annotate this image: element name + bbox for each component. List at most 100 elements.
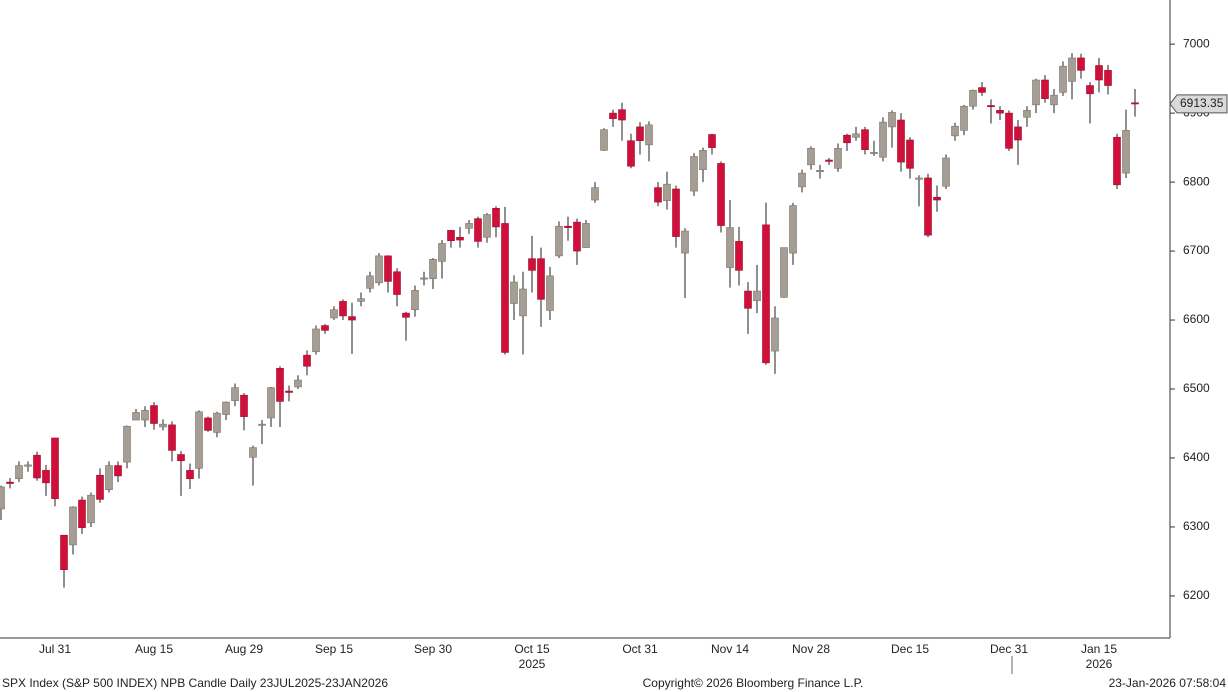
candle-body [591, 187, 599, 201]
candle-body [114, 465, 122, 477]
candle-body [672, 188, 680, 237]
y-tick-label: 6800 [1183, 174, 1210, 188]
candle-body [1077, 57, 1085, 71]
candle-body [1068, 57, 1076, 82]
candle-body [618, 109, 626, 121]
x-tick-label: Aug 15 [135, 642, 173, 656]
y-tick-label: 6200 [1183, 588, 1210, 602]
candle-body [519, 288, 527, 317]
candle-body [267, 387, 275, 419]
candle-body [942, 157, 950, 187]
candle-body [960, 105, 968, 131]
candle-body [1086, 85, 1094, 95]
candle-body [123, 425, 131, 463]
candle-body [213, 412, 221, 433]
candle-body [546, 275, 554, 311]
candle-body [951, 125, 959, 137]
x-tick-label: Oct 15 [514, 642, 550, 656]
candle-body [447, 230, 455, 242]
candle-body [537, 258, 545, 300]
candle-body [321, 325, 329, 331]
footer-left: SPX Index (S&P 500 INDEX) NPB Candle Dai… [2, 676, 388, 690]
candle-body [357, 298, 365, 302]
candle-body [330, 309, 338, 319]
candle-body [276, 368, 284, 402]
candle-body [555, 225, 563, 257]
candle-body [456, 236, 464, 241]
x-year-label: 2025 [519, 657, 546, 671]
candle-body [204, 417, 212, 431]
y-tick-label: 6300 [1183, 519, 1210, 533]
candle-body [0, 486, 5, 510]
candle-body [393, 271, 401, 295]
x-year-label: 2026 [1086, 657, 1113, 671]
candle-body [402, 312, 410, 318]
candle-body [816, 170, 824, 173]
candle-body [834, 147, 842, 169]
candle-body [654, 187, 662, 203]
candle-body [744, 290, 752, 309]
candle-body [717, 163, 725, 226]
y-tick-label: 6700 [1183, 243, 1210, 257]
candle-body [825, 159, 833, 162]
x-tick-label: Sep 30 [414, 642, 452, 656]
candle-body [303, 354, 311, 367]
candle-body [609, 112, 617, 119]
candle-body [231, 387, 239, 402]
candle-body [501, 223, 509, 353]
candle-body [510, 281, 518, 304]
candle-body [879, 121, 887, 158]
candle-body [798, 172, 806, 188]
candle-body [1005, 112, 1013, 149]
candle-body [141, 410, 149, 421]
candle-body [195, 411, 203, 469]
footer-center: Copyright© 2026 Bloomberg Finance L.P. [643, 676, 864, 690]
candle-body [663, 183, 671, 202]
candle-body [150, 405, 158, 424]
candle-body [753, 290, 761, 302]
candle-body [762, 224, 770, 364]
candle-body [789, 205, 797, 254]
candle-body [51, 437, 59, 499]
candle-body [240, 394, 248, 417]
candle-body [87, 494, 95, 524]
candle-body [1131, 102, 1139, 105]
candle-body [843, 134, 851, 144]
candle-body [690, 156, 698, 192]
candle-body [69, 506, 77, 546]
candle-body [384, 255, 392, 282]
candle-body [1041, 79, 1049, 99]
candle-body [645, 124, 653, 146]
candle-body [600, 129, 608, 151]
candle-body [420, 277, 428, 280]
candle-body [564, 225, 572, 228]
candle-body [1122, 130, 1130, 174]
candle-body [1059, 65, 1067, 93]
candle-body [15, 465, 23, 479]
candle-body [429, 259, 437, 279]
x-tick-label: Oct 31 [622, 642, 658, 656]
candle-body [771, 317, 779, 352]
y-tick-label: 7000 [1183, 36, 1210, 50]
candle-body [1095, 65, 1103, 81]
candle-body [969, 90, 977, 107]
candle-body [285, 390, 293, 393]
candle-body [258, 423, 266, 426]
candle-body [1113, 136, 1121, 186]
candle-body [159, 423, 167, 428]
candle-body [528, 258, 536, 271]
candle-body [339, 301, 347, 317]
y-tick-label: 6600 [1183, 312, 1210, 326]
candle-body [474, 218, 482, 242]
y-tick-label: 6500 [1183, 381, 1210, 395]
candle-body [411, 290, 419, 310]
candle-body [294, 379, 302, 388]
candle-body [996, 110, 1004, 114]
candle-body [222, 401, 230, 415]
candle-body [699, 150, 707, 170]
x-tick-label: Nov 28 [792, 642, 830, 656]
candle-body [627, 140, 635, 167]
candle-body [915, 177, 923, 180]
candle-body [1023, 110, 1031, 118]
